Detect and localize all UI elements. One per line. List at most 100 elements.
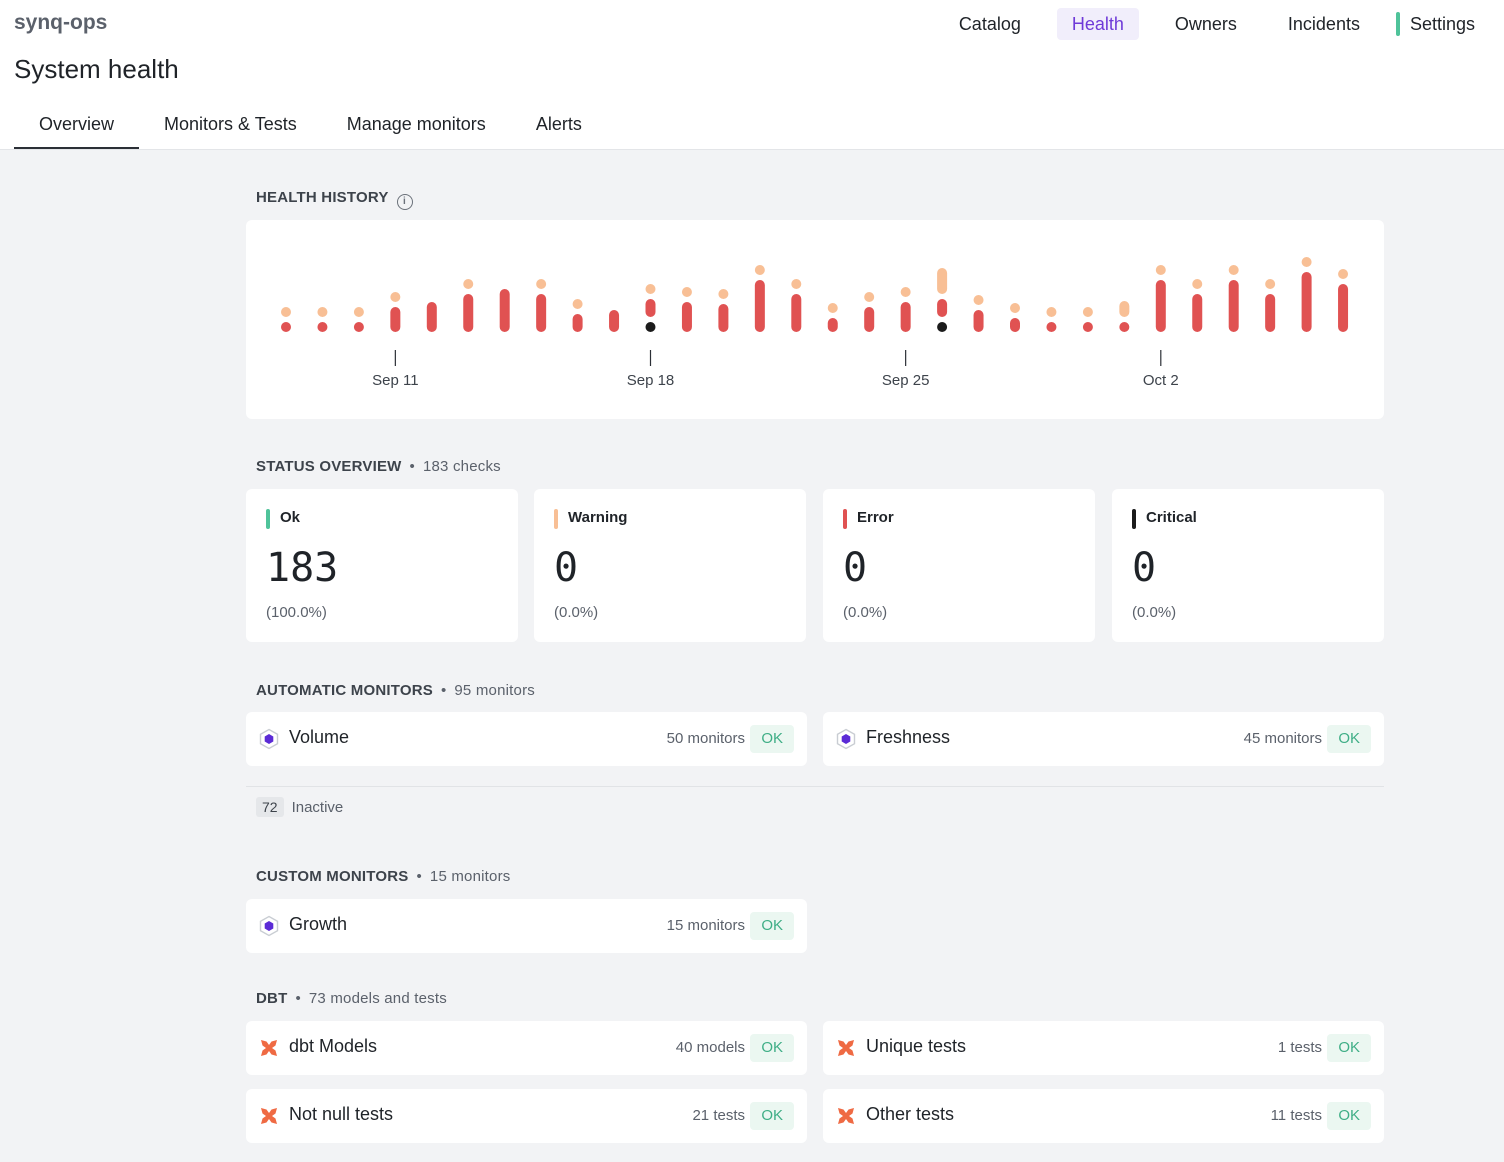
- tab-overview[interactable]: Overview: [14, 104, 140, 149]
- inactive-monitors[interactable]: 72 Inactive: [256, 797, 343, 817]
- error-bar[interactable]: [317, 322, 328, 332]
- warning-bar[interactable]: [937, 268, 948, 294]
- error-bar[interactable]: [864, 307, 875, 332]
- error-bar[interactable]: [681, 302, 692, 332]
- error-bar[interactable]: [645, 299, 656, 317]
- warning-bar[interactable]: [681, 287, 692, 297]
- stat-card-ok[interactable]: Ok 183 (100.0%): [246, 489, 518, 642]
- error-bar[interactable]: [1192, 294, 1203, 332]
- warning-bar[interactable]: [1046, 307, 1057, 317]
- warning-bar[interactable]: [317, 307, 328, 317]
- date-label: Oct 2: [1143, 372, 1179, 389]
- warning-bar[interactable]: [973, 295, 984, 305]
- stat-value-ok: 183: [266, 545, 339, 591]
- warning-swatch: [554, 509, 558, 529]
- stat-pct-ok: (100.0%): [266, 604, 327, 621]
- dbt-card-models[interactable]: dbt Models 40 models OK: [246, 1021, 807, 1075]
- warning-bar[interactable]: [1265, 279, 1276, 289]
- warning-bar[interactable]: [390, 292, 401, 302]
- warning-bar[interactable]: [827, 303, 838, 313]
- warning-bar[interactable]: [1155, 265, 1166, 275]
- warning-bar[interactable]: [572, 299, 583, 309]
- error-bar[interactable]: [1301, 272, 1312, 332]
- warning-bar[interactable]: [1119, 301, 1130, 317]
- error-bar[interactable]: [1338, 284, 1349, 332]
- error-bar[interactable]: [281, 322, 291, 332]
- top-nav: Catalog Health Owners Incidents Settings: [923, 8, 1490, 40]
- stat-card-critical[interactable]: Critical 0 (0.0%): [1112, 489, 1384, 642]
- warning-bar[interactable]: [754, 265, 765, 275]
- monitor-name: Growth: [289, 914, 348, 934]
- warning-bar[interactable]: [1338, 269, 1349, 279]
- nav-incidents[interactable]: Incidents: [1287, 14, 1360, 34]
- error-bar[interactable]: [426, 302, 437, 332]
- stat-card-warning[interactable]: Warning 0 (0.0%): [534, 489, 806, 642]
- monitor-card-growth[interactable]: Growth 15 monitors OK: [246, 899, 807, 953]
- nav-health[interactable]: Health: [1056, 8, 1139, 40]
- page-title: System health: [14, 54, 179, 84]
- error-bar[interactable]: [390, 307, 401, 332]
- error-bar[interactable]: [1119, 322, 1130, 332]
- warning-bar[interactable]: [1010, 303, 1020, 313]
- warning-bar[interactable]: [1301, 257, 1312, 267]
- warning-bar[interactable]: [864, 292, 875, 302]
- stat-label-warning: Warning: [554, 509, 627, 529]
- nav-catalog[interactable]: Catalog: [958, 14, 1021, 34]
- monitor-card-volume[interactable]: Volume 50 monitors OK: [246, 712, 807, 766]
- critical-point[interactable]: [645, 322, 656, 332]
- warning-bar[interactable]: [791, 279, 802, 289]
- error-bar[interactable]: [536, 294, 547, 332]
- warning-bar[interactable]: [1192, 279, 1203, 289]
- org-name[interactable]: synq-ops: [14, 11, 108, 34]
- stat-pct-error: (0.0%): [843, 604, 888, 621]
- tab-alerts[interactable]: Alerts: [535, 114, 582, 134]
- error-bar[interactable]: [353, 322, 364, 332]
- monitor-name: Freshness: [866, 727, 951, 747]
- dbt-card-other-tests[interactable]: Other tests 11 tests OK: [823, 1089, 1384, 1143]
- error-bar[interactable]: [754, 280, 765, 332]
- error-bar[interactable]: [973, 310, 984, 332]
- error-bar[interactable]: [827, 318, 838, 332]
- info-icon[interactable]: i: [396, 194, 413, 210]
- monitor-card-freshness[interactable]: Freshness 45 monitors OK: [823, 712, 1384, 766]
- tab-monitors-tests[interactable]: Monitors & Tests: [164, 114, 297, 134]
- warning-bar[interactable]: [1228, 265, 1239, 275]
- nav-owners[interactable]: Owners: [1174, 14, 1237, 34]
- error-bar[interactable]: [609, 310, 620, 332]
- stat-label-critical: Critical: [1132, 509, 1197, 529]
- error-bar[interactable]: [1155, 280, 1166, 332]
- error-bar[interactable]: [572, 314, 583, 332]
- error-bar[interactable]: [937, 299, 948, 317]
- warning-bar[interactable]: [463, 279, 474, 289]
- error-bar[interactable]: [791, 294, 802, 332]
- warning-bar[interactable]: [718, 289, 729, 299]
- warning-bar[interactable]: [900, 287, 911, 297]
- warning-bar[interactable]: [645, 284, 656, 294]
- inactive-count: 72: [256, 797, 284, 817]
- error-bar[interactable]: [499, 289, 510, 332]
- health-history-title: HEALTH HISTORY: [256, 189, 389, 206]
- error-bar[interactable]: [1046, 322, 1057, 332]
- dbt-card-unique-tests[interactable]: Unique tests 1 tests OK: [823, 1021, 1384, 1075]
- status-badge: OK: [1327, 725, 1371, 753]
- error-bar[interactable]: [1228, 280, 1239, 332]
- warning-bar[interactable]: [536, 279, 547, 289]
- warning-bar[interactable]: [281, 307, 291, 317]
- dbt-card-not-null-tests[interactable]: Not null tests 21 tests OK: [246, 1089, 807, 1143]
- critical-point[interactable]: [937, 322, 948, 332]
- status-overview-title: STATUS OVERVIEW: [256, 458, 402, 475]
- stat-card-error[interactable]: Error 0 (0.0%): [823, 489, 1095, 642]
- error-bar[interactable]: [900, 302, 911, 332]
- warning-bar[interactable]: [1082, 307, 1093, 317]
- error-bar[interactable]: [463, 294, 474, 332]
- warning-bar[interactable]: [353, 307, 364, 317]
- stat-pct-critical: (0.0%): [1132, 604, 1177, 621]
- error-bar[interactable]: [1265, 294, 1276, 332]
- error-bar[interactable]: [1010, 318, 1020, 332]
- error-bar[interactable]: [1082, 322, 1093, 332]
- nav-settings[interactable]: Settings: [1395, 8, 1490, 40]
- dbt-icon: [838, 1108, 854, 1124]
- dbt-icon: [838, 1040, 854, 1056]
- error-bar[interactable]: [718, 304, 729, 332]
- tab-manage-monitors[interactable]: Manage monitors: [346, 114, 486, 134]
